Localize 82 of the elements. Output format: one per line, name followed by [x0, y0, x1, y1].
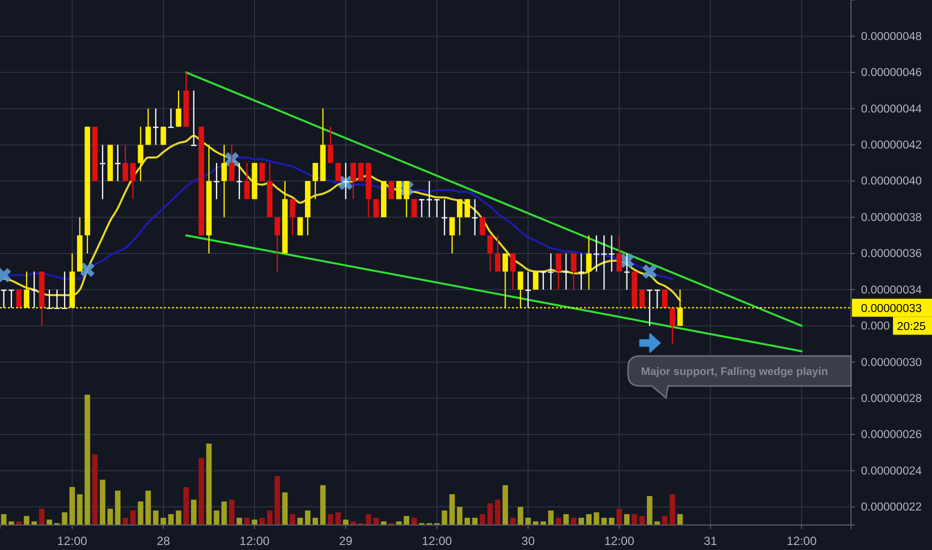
- candlestick: [388, 180, 394, 200]
- y-tick-label: 0.00000046: [861, 67, 922, 80]
- candlestick: [153, 108, 158, 146]
- candlestick: [229, 144, 234, 182]
- candlestick: [563, 252, 569, 290]
- candlestick: [487, 234, 493, 272]
- y-tick-label: 0.000: [861, 320, 890, 333]
- candlestick: [244, 162, 250, 200]
- y-tick-label: 0.00000044: [861, 103, 922, 116]
- candlestick: [464, 198, 470, 218]
- x-tick-label: 12:00: [57, 534, 88, 548]
- y-tick-label: 0.00000040: [861, 176, 922, 188]
- x-tick-label: 30: [521, 534, 536, 548]
- candlestick: [426, 180, 432, 218]
- candlestick: [404, 180, 410, 218]
- x-tick-label: 12:00: [422, 534, 452, 548]
- y-tick-label: 0.00000022: [861, 502, 922, 514]
- y-tick-label: 0.00000028: [861, 392, 922, 405]
- candlestick: [122, 144, 128, 182]
- x-tick-label: 12:00: [240, 534, 270, 548]
- candlestick: [168, 108, 174, 128]
- candlestick: [328, 126, 334, 164]
- candlestick: [646, 289, 652, 326]
- candlestick: [130, 162, 136, 200]
- candlestick: [662, 289, 668, 308]
- point: [642, 264, 657, 279]
- candlestick: [297, 216, 303, 236]
- candlestick: [16, 289, 22, 308]
- candlestick: [456, 198, 462, 236]
- x-tick-label: 12:00: [786, 534, 817, 548]
- candlestick: [548, 252, 554, 290]
- candlestick: [418, 198, 424, 218]
- y-tick-label: 0.00000030: [861, 356, 922, 369]
- candlestick: [616, 234, 622, 272]
- candlestick: [274, 216, 280, 272]
- candlestick: [350, 162, 356, 200]
- candlestick: [396, 180, 402, 200]
- candlestick: [373, 198, 379, 218]
- candlestick: [145, 108, 151, 146]
- y-tick-label: 0.00000026: [861, 429, 922, 442]
- candlestick: [494, 234, 500, 272]
- annotation: Major support, Falling wedge playin: [641, 366, 828, 378]
- candlestick: [510, 252, 516, 290]
- candlestick: [586, 234, 592, 290]
- candlestick: [570, 252, 576, 290]
- candlestick: [411, 198, 417, 218]
- candlestick: [442, 198, 448, 236]
- candlestick: [480, 216, 486, 236]
- candlestick: [670, 307, 676, 345]
- candlestick: [556, 252, 562, 290]
- candlestick: [434, 198, 440, 218]
- candlestick: [525, 270, 531, 308]
- candlestick: [160, 126, 166, 146]
- candlestick: [639, 289, 645, 308]
- candlestick: [138, 126, 144, 182]
- candlestick: [472, 198, 478, 236]
- ref-line-label: 0.00000033: [861, 302, 922, 315]
- candlestick: [176, 90, 182, 128]
- x-tick-label: 29: [339, 534, 353, 548]
- x-tick-label: 28: [156, 534, 170, 548]
- candlestick: [449, 216, 455, 254]
- text: 20:25: [897, 320, 926, 333]
- candlestick: [624, 252, 630, 290]
- candlestick: [578, 252, 584, 290]
- y-tick-label: 0.00000034: [861, 284, 922, 296]
- candlestick: [654, 289, 660, 308]
- y-tick-label: 0.00000038: [861, 212, 922, 224]
- y-tick-label: 0.00000036: [861, 248, 922, 260]
- candlestick: [290, 198, 296, 236]
- y-tick-label: 0.00000042: [861, 140, 922, 152]
- x-tick-label: 12:00: [604, 534, 635, 548]
- candlestick: [31, 270, 37, 308]
- candlestick: [221, 144, 227, 218]
- candlestick: [1, 289, 7, 308]
- point: [80, 262, 95, 277]
- x-tick-label: 31: [704, 534, 718, 548]
- candlestick: [312, 162, 318, 200]
- y-tick-label: 0.00000024: [861, 465, 922, 478]
- candlestick: [532, 270, 538, 290]
- y-tick-label: 0.00000048: [861, 30, 922, 43]
- candlestick: [8, 289, 14, 308]
- candlestick: [540, 270, 546, 290]
